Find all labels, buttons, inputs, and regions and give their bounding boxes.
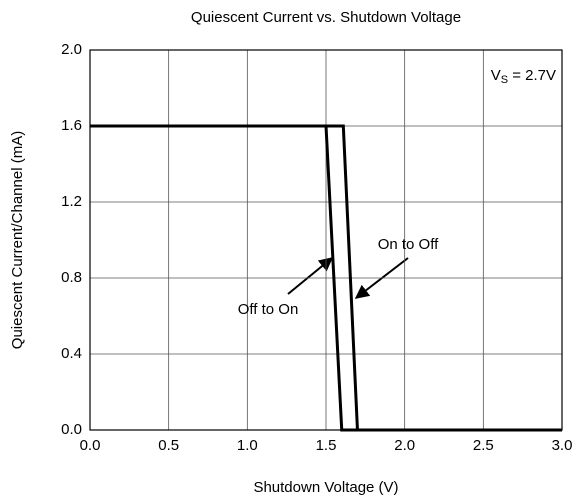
chart-title: Quiescent Current vs. Shutdown Voltage: [191, 9, 461, 26]
x-tick-label: 0.0: [80, 437, 101, 454]
y-tick-label: 1.2: [61, 193, 82, 210]
data-line: [90, 124, 562, 432]
y-axis-label: Quiescent Current/Channel (mA): [9, 131, 26, 349]
x-tick-label: 3.0: [552, 437, 573, 454]
y-tick-label: 0.4: [61, 345, 82, 362]
series-label: Off to On: [238, 301, 299, 318]
x-tick-label: 2.5: [473, 437, 494, 454]
y-tick-label: 2.0: [61, 41, 82, 58]
x-axis-label: Shutdown Voltage (V): [253, 479, 398, 496]
x-tick-label: 0.5: [158, 437, 179, 454]
plot-border: [89, 49, 563, 431]
x-tick-label: 2.0: [394, 437, 415, 454]
y-tick-label: 0.8: [61, 269, 82, 286]
x-tick-label: 1.5: [316, 437, 337, 454]
y-tick-label: 0.0: [61, 421, 82, 438]
annotation: VS = 2.7V: [491, 67, 556, 86]
x-tick-label: 1.0: [237, 437, 258, 454]
arrow: [287, 257, 334, 295]
series-label: On to Off: [378, 236, 439, 253]
y-tick-label: 1.6: [61, 117, 82, 134]
